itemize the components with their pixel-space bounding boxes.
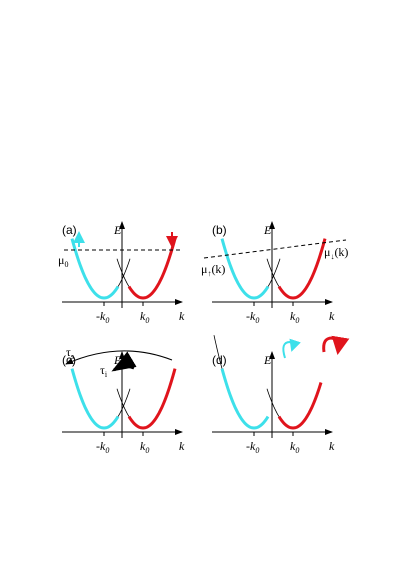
label-main: -k [246,439,256,453]
e-axis-label: E [113,353,122,367]
label-main: μ [58,253,64,267]
label-main: τ [66,345,71,359]
annotation: μ↑(k) [201,262,225,278]
label-sub: 0 [64,260,68,269]
panel-label: (b) [212,223,227,237]
annotation: μ↓(k) [324,245,348,261]
red-flip-arrow [322,335,350,355]
k-axis-label: k [179,439,185,453]
chemical-potential [203,239,347,259]
tick-label: -k0 [246,309,259,325]
label-sub: i [105,370,108,379]
label-sub: 0 [255,446,259,455]
label-main: μ [324,245,330,259]
label-main: k [140,439,146,453]
cyan-band [70,368,120,430]
cyan-band-upper [213,335,223,369]
panel-label: (d) [212,353,227,367]
tick-label: -k0 [96,309,109,325]
red-band-upper [266,388,280,417]
e-axis-label: E [113,223,122,237]
label-sub: 0 [105,316,109,325]
label-sub: 0 [255,316,259,325]
cyan-band-upper [117,258,131,287]
label-sub: s [71,352,74,361]
cyan-band [220,238,270,300]
tick-label: k0 [290,309,299,325]
scattering-arc [65,350,173,365]
intra-arrow [111,351,137,372]
label-sub: 0 [295,446,299,455]
panel-label: (a) [62,223,77,237]
label-main: k [290,309,296,323]
label-main: μ [201,262,207,276]
cyan-band [220,368,270,430]
label-sub: 0 [105,446,109,455]
label-tail: (k) [334,245,348,259]
cyan-band-upper [117,388,131,417]
label-main: -k [96,439,106,453]
cyan-flip-arrow [282,338,301,359]
annotation: τi [100,363,108,379]
tick-label: k0 [140,439,149,455]
cyan-band [70,238,120,300]
annotation: μ0 [58,253,68,269]
label-main: -k [96,309,106,323]
label-sub: ↓ [330,252,334,261]
k-axis-label: k [329,309,335,323]
red-band [277,382,323,430]
red-band-upper [266,258,280,287]
cyan-band-upper [267,258,281,287]
label-tail: (k) [211,262,225,276]
label-sub: 0 [295,316,299,325]
red-band [127,238,177,300]
label-sub: 0 [145,446,149,455]
label-main: -k [246,309,256,323]
red-band [277,238,327,300]
e-axis-label: E [263,223,272,237]
red-band-upper [116,388,130,417]
annotation: τs [66,345,74,361]
tick-label: -k0 [96,439,109,455]
tick-label: -k0 [246,439,259,455]
label-main: k [290,439,296,453]
label-sub: ↑ [207,269,211,278]
red-band-upper [116,258,130,287]
k-axis-label: k [179,309,185,323]
e-axis-label: E [263,353,272,367]
k-axis-label: k [329,439,335,453]
label-sub: 0 [145,316,149,325]
tick-label: k0 [290,439,299,455]
label-main: τ [100,363,105,377]
red-band [127,368,177,430]
label-main: k [140,309,146,323]
tick-label: k0 [140,309,149,325]
